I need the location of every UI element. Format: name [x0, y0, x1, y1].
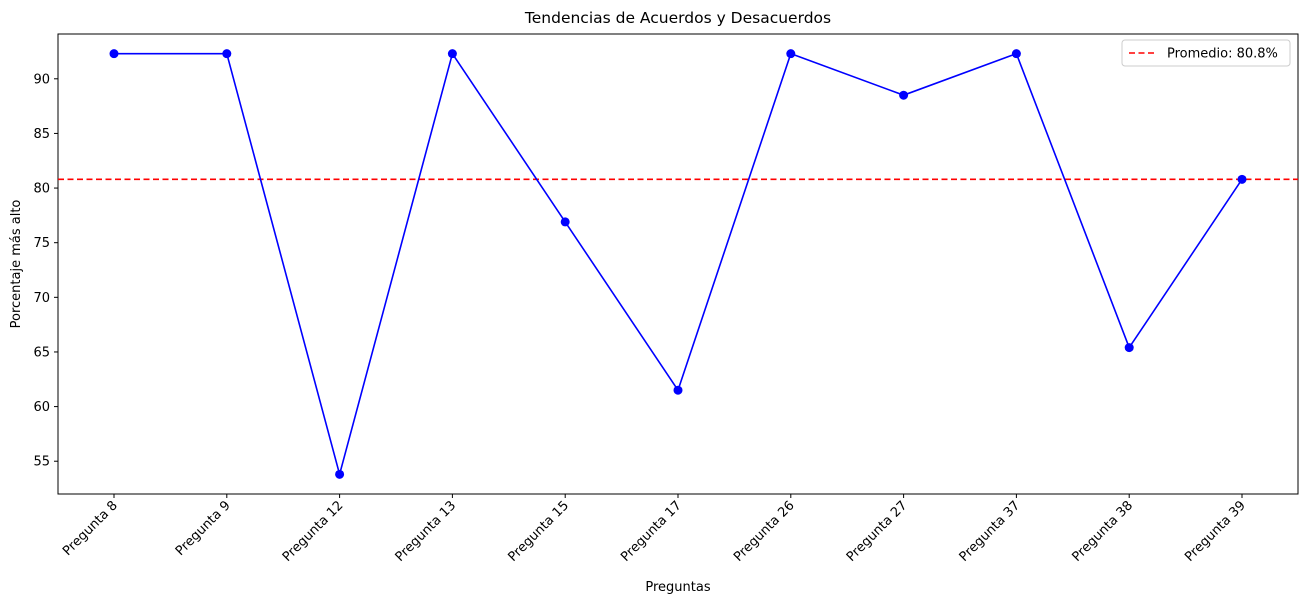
y-tick-label: 85	[33, 127, 50, 142]
data-point	[1124, 343, 1134, 353]
data-point	[335, 469, 345, 479]
y-tick-label: 70	[33, 291, 50, 306]
y-axis-label: Porcentaje más alto	[9, 200, 24, 329]
y-tick-label: 65	[33, 345, 50, 360]
y-tick-label: 80	[33, 182, 50, 197]
data-point	[222, 49, 232, 59]
data-point	[899, 90, 909, 100]
data-point	[673, 385, 683, 395]
data-point	[109, 49, 119, 59]
data-point	[1011, 49, 1021, 59]
y-tick-label: 60	[33, 400, 50, 415]
legend-label: Promedio: 80.8%	[1167, 47, 1278, 62]
x-axis-label: Preguntas	[645, 580, 710, 595]
legend-box	[1121, 39, 1291, 67]
y-tick-label: 90	[33, 72, 50, 87]
y-tick-label: 75	[33, 236, 50, 251]
legend: Promedio: 80.8%	[1121, 39, 1291, 67]
series-group	[109, 49, 1247, 479]
y-tick-label: 55	[33, 455, 50, 470]
chart-title: Tendencias de Acuerdos y Desacuerdos	[524, 9, 831, 27]
data-point	[447, 49, 457, 59]
data-point	[1237, 174, 1247, 184]
data-point	[560, 217, 570, 227]
data-point	[786, 49, 796, 59]
